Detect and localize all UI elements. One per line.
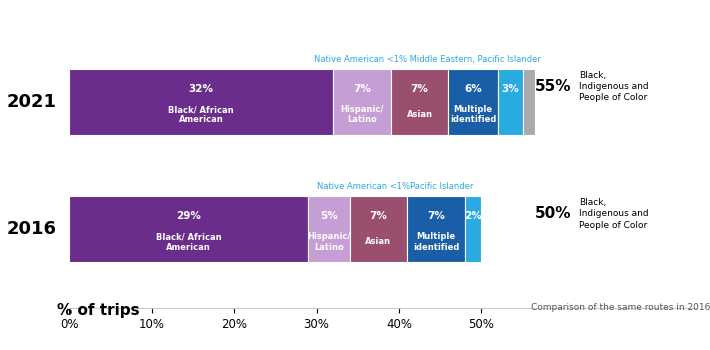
Text: Multiple
identified: Multiple identified [413, 232, 459, 252]
Text: Asian: Asian [407, 110, 432, 119]
Bar [449, 69, 498, 135]
Text: 2016: 2016 [7, 220, 57, 238]
Text: 6%: 6% [464, 84, 482, 94]
Bar [465, 196, 481, 262]
Bar [69, 196, 308, 262]
Bar [498, 69, 523, 135]
Text: 55%: 55% [535, 79, 572, 94]
Text: 29%: 29% [176, 211, 201, 222]
Bar [308, 196, 349, 262]
Bar [523, 69, 535, 135]
Bar [408, 196, 465, 262]
Text: 7%: 7% [410, 84, 429, 94]
Text: Black/ African
American: Black/ African American [168, 105, 234, 125]
Text: 7%: 7% [369, 211, 387, 222]
Text: % of trips: % of trips [57, 303, 139, 318]
Text: Comparison of the same routes in 2016 and 2021.: Comparison of the same routes in 2016 an… [531, 303, 710, 312]
Text: 50%: 50% [535, 206, 572, 222]
Bar [333, 69, 390, 135]
Text: 7%: 7% [427, 211, 445, 222]
Text: 2021: 2021 [7, 93, 57, 111]
Text: Native American <1%Pacific Islander: Native American <1%Pacific Islander [317, 182, 473, 191]
Text: Black/ African
American: Black/ African American [156, 232, 222, 252]
Text: Native American <1% Middle Eastern, Pacific Islander: Native American <1% Middle Eastern, Paci… [315, 55, 541, 64]
Text: Black,
Indigenous and
People of Color: Black, Indigenous and People of Color [579, 71, 648, 103]
Bar [349, 196, 408, 262]
Text: Multiple
identified: Multiple identified [450, 105, 496, 125]
Text: 3%: 3% [501, 84, 519, 94]
Text: Black,
Indigenous and
People of Color: Black, Indigenous and People of Color [579, 198, 648, 230]
Text: 5%: 5% [320, 211, 338, 222]
Text: 32%: 32% [189, 84, 214, 94]
Text: Hispanic/
Latino: Hispanic/ Latino [307, 232, 351, 252]
Text: Asian: Asian [366, 237, 391, 246]
Text: Hispanic/
Latino: Hispanic/ Latino [340, 105, 383, 125]
Text: 2%: 2% [464, 211, 482, 222]
Text: 7%: 7% [353, 84, 371, 94]
Bar [69, 69, 333, 135]
Bar [391, 69, 449, 135]
